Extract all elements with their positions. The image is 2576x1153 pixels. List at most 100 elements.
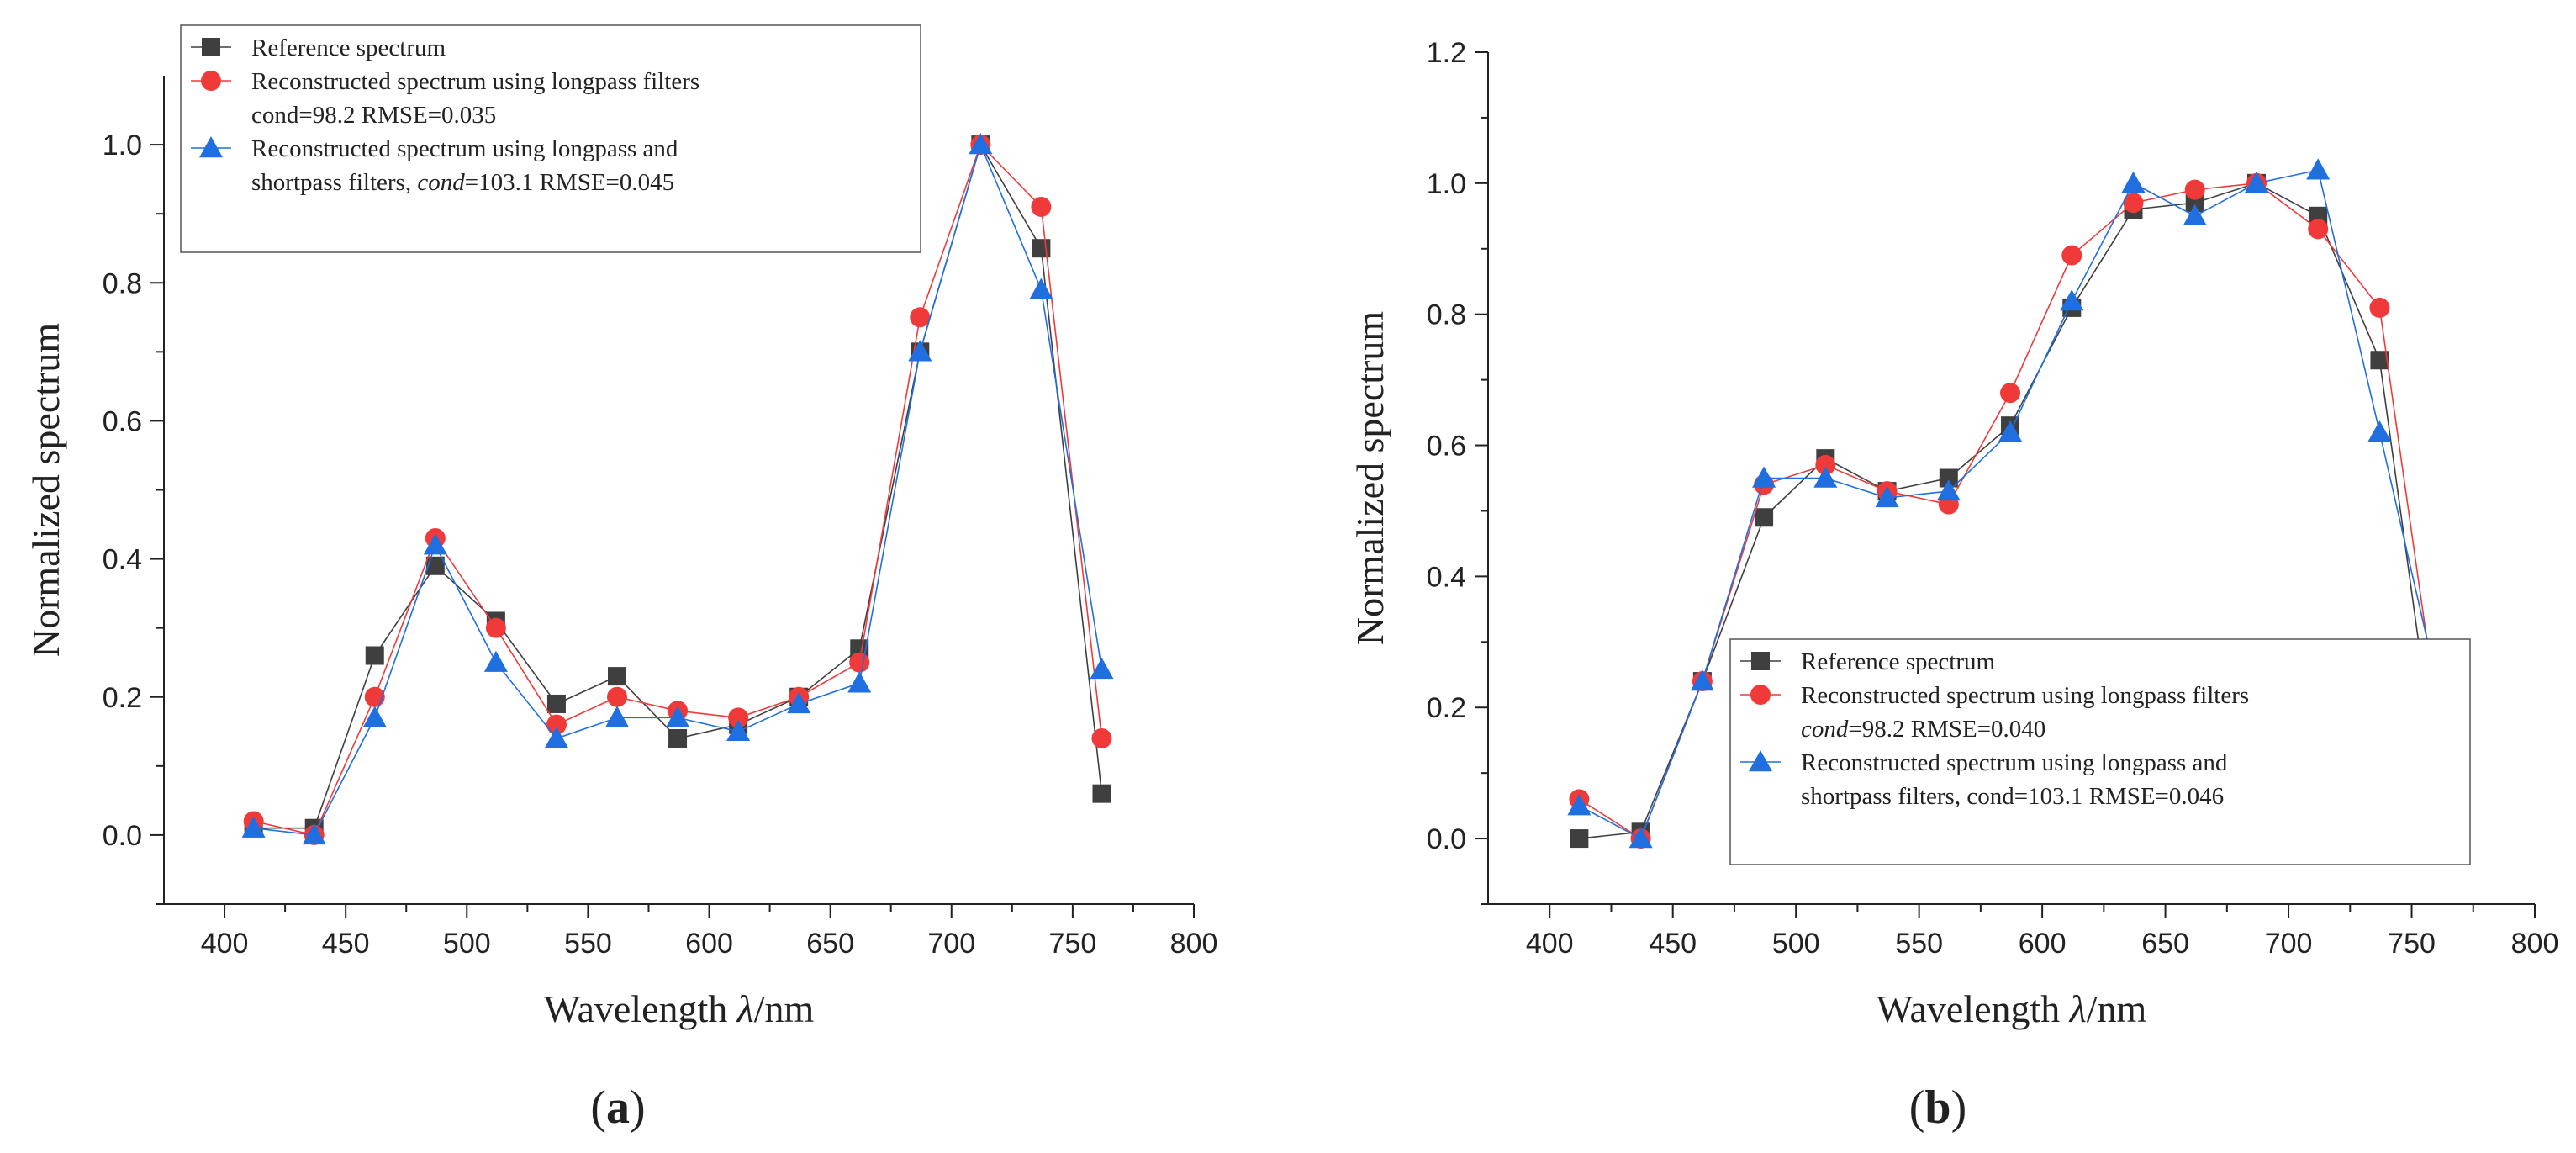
panel-b-point-longpass_shortpass — [2367, 420, 2392, 442]
panel-a-point-longpass_shortpass — [423, 533, 447, 555]
panel-a-point-longpass — [1031, 196, 1052, 217]
panel-a-point-reference — [425, 556, 445, 575]
panel-a-point-longpass — [1091, 728, 1112, 748]
panel-a-series-longpass_shortpass — [241, 133, 1114, 845]
panel-a-chart: 400 450 500 550 600 650 700 750 800 0.0 0.2 0.4 0.6 0… — [24, 24, 1218, 1134]
panel-b-y-tick-label: 0.6 — [1427, 431, 1466, 463]
panel-a-point-reference — [546, 694, 566, 713]
panel-a-point-longpass_shortpass — [362, 706, 387, 727]
panel-b-x-tick-label: 800 — [2511, 928, 2559, 960]
panel-a-point-longpass_shortpass — [544, 727, 568, 748]
panel-b-x-tick-label: 600 — [2019, 928, 2067, 960]
panel-b-point-longpass_shortpass — [2060, 289, 2084, 311]
panel-a-legend-marker-reference — [202, 38, 220, 56]
panel-b-point-longpass_shortpass — [1875, 485, 1899, 508]
panel-b-panel-label: (b) — [1909, 1082, 1966, 1134]
panel-a-x-tick-label: 800 — [1170, 928, 1218, 960]
panel-b-legend-marker-longpass_shortpass — [1749, 750, 1772, 772]
panel-b-point-reference — [2370, 351, 2389, 370]
panel-a-legend-label-longpass: Reconstructed spectrum using longpass fi… — [251, 68, 699, 95]
panel-a-point-reference — [668, 729, 688, 748]
panel-a-x-tick-label: 550 — [564, 928, 612, 960]
panel-b-legend-box — [1729, 638, 2471, 865]
panel-a-y-tick-label: 0.6 — [103, 405, 142, 437]
panel-b-legend: Reference spectrum Reconstructed spectrum… — [1729, 638, 2471, 865]
panel-a-legend-box — [180, 24, 921, 253]
panel-b-point-longpass_shortpass — [1752, 466, 1776, 488]
panel-b-x-tick-label: 750 — [2388, 928, 2436, 960]
panel-a-legend-label-longpass: cond=98.2 RMSE=0.035 — [251, 102, 496, 129]
panel-a-x-tick-label: 400 — [201, 928, 249, 960]
panel-b-x-tick-label: 500 — [1772, 928, 1820, 960]
panel-b-chart: 400 450 500 550 600 650 700 750 800 0.0 0.2 0.4 0.6 0… — [1349, 37, 2558, 1134]
panel-b-legend-label-longpass_shortpass: Reconstructed spectrum using longpass an… — [1801, 749, 2228, 776]
panel-b-x-tick-label: 550 — [1895, 928, 1943, 960]
panel-a-point-longpass_shortpass — [1090, 657, 1114, 680]
panel-b-point-longpass — [2061, 245, 2082, 266]
panel-a-legend-label-longpass_shortpass: shortpass filters, cond=103.1 RMSE=0.045 — [251, 169, 674, 196]
panel-b-legend-label-longpass: Reconstructed spectrum using longpass fi… — [1801, 682, 2249, 709]
panel-a-point-reference — [1092, 784, 1111, 803]
panel-a-point-longpass — [728, 707, 749, 728]
panel-b-point-longpass — [1815, 454, 1836, 475]
panel-a-point-longpass_shortpass — [787, 691, 811, 714]
panel-a-point-longpass_shortpass — [666, 706, 690, 727]
panel-b-x-tick-label: 700 — [2265, 928, 2313, 960]
panel-a-point-longpass — [849, 652, 870, 673]
panel-b-legend-marker-reference — [1751, 652, 1770, 670]
panel-b-point-longpass_shortpass — [1813, 466, 1838, 488]
panel-a-x-axis-title: Wavelength λ/nm — [544, 987, 815, 1030]
panel-a-point-longpass_shortpass — [847, 671, 872, 693]
panel-b-point-reference — [1939, 468, 1958, 488]
panel-a-point-reference — [365, 646, 384, 665]
panel-a-y-tick-label: 0.0 — [103, 820, 142, 852]
panel-b-point-reference — [1755, 508, 1774, 527]
panel-b-x-tick-label: 450 — [1649, 928, 1697, 960]
panel-a-y-tick-label: 1.0 — [103, 130, 142, 161]
panel-b-y-tick-label: 1.2 — [1427, 37, 1466, 69]
panel-b-point-longpass_shortpass — [1936, 479, 1961, 501]
panel-a-point-longpass — [485, 617, 506, 638]
panel-a-legend: Reference spectrum Reconstructed spectrum… — [180, 24, 921, 253]
panel-b-legend-label-reference: Reference spectrum — [1801, 648, 1996, 675]
panel-b-y-tick-label: 0.4 — [1427, 561, 1466, 593]
panel-a-x-tick-label: 600 — [685, 928, 733, 960]
panel-a-point-longpass_shortpass — [726, 719, 751, 741]
panel-b-point-reference — [1570, 829, 1589, 849]
panel-b-x-tick-label: 400 — [1526, 928, 1574, 960]
panel-b-legend-label-longpass: cond=98.2 RMSE=0.040 — [1801, 716, 2045, 743]
panel-a-legend-marker-longpass — [201, 71, 221, 91]
panel-a-x-tick-label: 700 — [927, 928, 975, 960]
panel-a-panel-label: (a) — [590, 1082, 645, 1134]
panel-a-y-tick-label: 0.8 — [103, 267, 142, 299]
panel-a-point-longpass — [910, 307, 931, 328]
panel-b-legend-label-longpass_shortpass: shortpass filters, cond=103.1 RMSE=0.046 — [1801, 783, 2224, 810]
panel-b-point-longpass_shortpass — [1998, 420, 2023, 442]
panel-b-point-longpass_shortpass — [2121, 171, 2146, 193]
panel-a-legend-marker-longpass_shortpass — [199, 136, 223, 158]
panel-b-point-longpass_shortpass — [2306, 158, 2331, 180]
panel-a-point-longpass_shortpass — [605, 706, 629, 727]
panel-a-x-tick-label: 750 — [1049, 928, 1097, 960]
panel-b-x-tick-label: 650 — [2141, 928, 2189, 960]
panel-a-x-tick-label: 450 — [322, 928, 370, 960]
panel-a-legend-label-longpass_shortpass: Reconstructed spectrum using longpass an… — [251, 135, 678, 162]
panel-b-point-longpass_shortpass — [1690, 669, 1714, 691]
panel-b-y-tick-label: 0.0 — [1427, 823, 1466, 855]
panel-a-y-tick-label: 0.4 — [103, 544, 142, 576]
panel-b-point-longpass_shortpass — [1567, 794, 1592, 816]
panel-a-y-tick-label: 0.2 — [103, 682, 142, 714]
panel-a-y-axis-title: Normalized spectrum — [24, 323, 67, 657]
panel-b-y-tick-label: 0.2 — [1427, 692, 1466, 724]
panel-b-point-longpass_shortpass — [2244, 171, 2268, 193]
panel-b-x-axis-title: Wavelength λ/nm — [1877, 987, 2147, 1030]
panel-a-x-tick-label: 500 — [443, 928, 491, 960]
panel-b-point-longpass — [2000, 383, 2021, 404]
panel-b-series-longpass_shortpass — [1567, 158, 2453, 849]
panel-a-point-longpass — [546, 714, 567, 735]
panel-b-point-longpass — [2123, 193, 2144, 214]
panel-a-point-longpass_shortpass — [302, 822, 326, 845]
panel-b-point-longpass_shortpass — [1628, 827, 1653, 849]
panel-b-y-axis-title: Normalized spectrum — [1349, 311, 1391, 645]
